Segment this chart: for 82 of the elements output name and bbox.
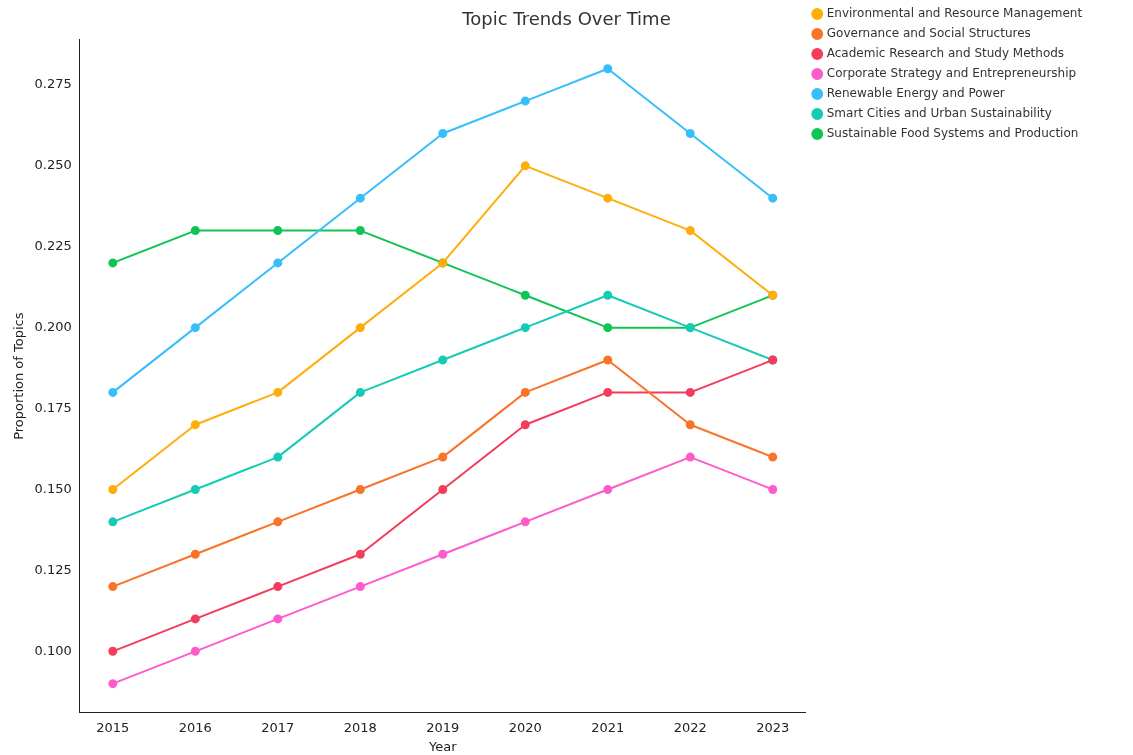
point <box>108 387 118 397</box>
y-tick-label: 0.275 <box>34 76 72 92</box>
point <box>273 614 283 624</box>
point <box>685 226 695 236</box>
point <box>520 323 530 333</box>
legend-label: Corporate Strategy and Entrepreneurship <box>826 66 1077 81</box>
point <box>438 549 448 559</box>
point <box>438 484 448 494</box>
point <box>768 452 778 462</box>
point <box>108 679 118 689</box>
x-tick-label: 2017 <box>261 719 295 735</box>
point <box>603 193 613 203</box>
legend-label: Sustainable Food Systems and Production <box>826 126 1079 141</box>
point <box>438 355 448 365</box>
point <box>108 517 118 527</box>
point <box>273 387 283 397</box>
point <box>355 193 365 203</box>
point <box>190 226 200 236</box>
point <box>520 517 530 527</box>
point <box>108 646 118 656</box>
y-tick-label: 0.175 <box>34 399 72 415</box>
point <box>603 323 613 333</box>
y-tick-label: 0.225 <box>34 238 72 254</box>
point <box>190 484 200 494</box>
y-tick-label: 0.150 <box>34 480 72 496</box>
point <box>603 387 613 397</box>
legend-label: Governance and Social Structures <box>826 26 1031 41</box>
point <box>355 323 365 333</box>
point <box>438 128 448 138</box>
point <box>108 582 118 592</box>
point <box>520 290 530 300</box>
point <box>355 387 365 397</box>
point <box>438 452 448 462</box>
point <box>273 226 283 236</box>
point <box>190 549 200 559</box>
point <box>685 128 695 138</box>
point <box>273 258 283 268</box>
y-tick-label: 0.200 <box>34 319 72 335</box>
x-tick-label: 2022 <box>673 719 707 735</box>
point <box>520 96 530 106</box>
point <box>355 484 365 494</box>
point <box>685 420 695 430</box>
point <box>108 484 118 494</box>
x-tick-label: 2018 <box>343 719 377 735</box>
point <box>355 549 365 559</box>
legend-label: Academic Research and Study Methods <box>826 46 1065 61</box>
point <box>355 582 365 592</box>
legend-label: Smart Cities and Urban Sustainability <box>826 106 1052 121</box>
point <box>190 646 200 656</box>
point <box>603 484 613 494</box>
legend-label: Environmental and Resource Management <box>826 6 1083 21</box>
x-tick-label: 2021 <box>591 719 625 735</box>
point <box>273 452 283 462</box>
x-tick-label: 2019 <box>426 719 460 735</box>
point <box>520 161 530 171</box>
x-tick-label: 2016 <box>178 719 212 735</box>
point <box>108 258 118 268</box>
point <box>685 452 695 462</box>
point <box>603 355 613 365</box>
point <box>768 484 778 494</box>
point <box>520 420 530 430</box>
point <box>190 323 200 333</box>
y-axis-title: Proportion of Topics <box>11 312 27 440</box>
y-tick-label: 0.125 <box>34 561 72 577</box>
point <box>520 387 530 397</box>
x-axis-title: Year <box>428 738 458 754</box>
chart-title: Topic Trends Over Time <box>461 8 671 30</box>
point <box>768 193 778 203</box>
x-tick-label: 2015 <box>96 719 130 735</box>
point <box>190 420 200 430</box>
point <box>273 517 283 527</box>
point <box>190 614 200 624</box>
point <box>355 226 365 236</box>
legend-label: Renewable Energy and Power <box>826 86 1005 101</box>
y-tick-label: 0.250 <box>34 157 72 173</box>
point <box>603 64 613 74</box>
x-tick-label: 2023 <box>756 719 790 735</box>
y-tick-label: 0.100 <box>34 642 72 658</box>
x-tick-label: 2020 <box>508 719 542 735</box>
point <box>273 582 283 592</box>
point <box>603 290 613 300</box>
point <box>685 387 695 397</box>
